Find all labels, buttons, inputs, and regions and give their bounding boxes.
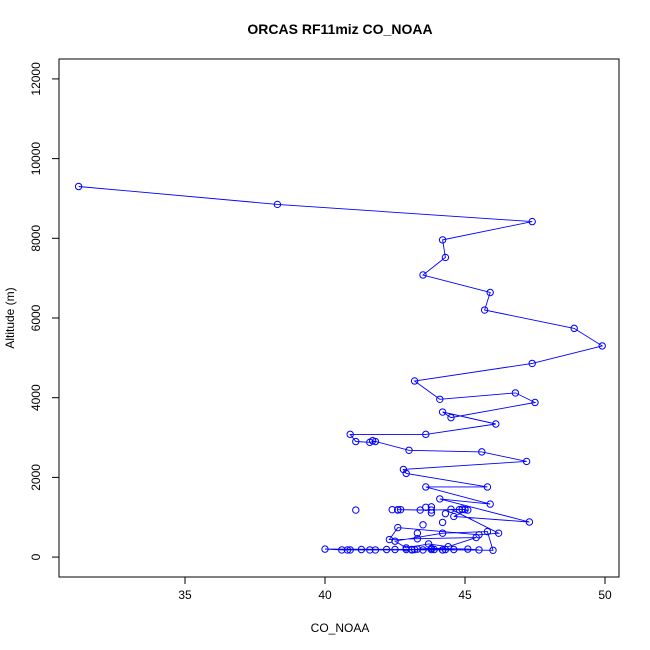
data-point-69 xyxy=(441,545,450,554)
data-point-72 xyxy=(464,545,472,553)
data-point-68 xyxy=(450,545,458,554)
data-point-12 xyxy=(436,395,444,403)
data-point-70 xyxy=(413,545,422,553)
data-point-64 xyxy=(391,545,399,554)
extra-point-5 xyxy=(394,506,402,514)
data-point-3 xyxy=(438,236,447,244)
data-point-8 xyxy=(570,324,578,333)
data-point-42 xyxy=(447,505,455,513)
data-point-28 xyxy=(402,469,410,478)
y-tick-label-0: 0 xyxy=(29,553,43,560)
chart-title: ORCAS RF11miz CO_NOAA xyxy=(247,21,432,37)
data-point-11 xyxy=(410,377,419,385)
extra-point-6 xyxy=(427,503,436,511)
data-point-34 xyxy=(450,512,458,521)
data-point-74 xyxy=(438,546,447,554)
data-point-65 xyxy=(402,545,410,554)
y-tick-label-1: 2000 xyxy=(29,464,43,491)
x-axis: 35 40 45 50 xyxy=(178,577,612,602)
data-point-54 xyxy=(483,527,492,536)
data-point-48 xyxy=(472,533,480,542)
data-point-18 xyxy=(422,430,430,439)
data-point-45 xyxy=(394,523,402,532)
extra-point-0 xyxy=(352,506,360,514)
data-point-6 xyxy=(486,288,494,297)
data-point-15 xyxy=(447,413,455,422)
data-point-52 xyxy=(391,537,399,545)
data-point-47 xyxy=(413,535,422,543)
data-point-20 xyxy=(352,437,360,446)
extra-point-2 xyxy=(458,505,466,513)
data-point-23 xyxy=(368,437,377,445)
data-point-75 xyxy=(430,545,438,554)
x-tick-label-1: 40 xyxy=(318,588,332,602)
data-point-10 xyxy=(528,359,536,368)
data-point-60 xyxy=(346,546,354,554)
data-point-53 xyxy=(438,529,447,537)
data-point-62 xyxy=(382,545,391,554)
data-point-30 xyxy=(422,483,430,491)
y-tick-label-6: 12000 xyxy=(29,62,43,96)
data-point-1 xyxy=(273,200,282,209)
x-tick-label-0: 35 xyxy=(178,588,192,602)
data-point-9 xyxy=(598,342,606,350)
data-point-61 xyxy=(357,545,366,554)
data-point-77 xyxy=(408,546,416,554)
data-point-16 xyxy=(438,408,447,416)
data-point-73 xyxy=(475,546,483,554)
data-point-32 xyxy=(436,495,444,503)
data-point-41 xyxy=(455,505,464,514)
data-point-17 xyxy=(492,420,500,428)
data-point-25 xyxy=(478,448,486,456)
data-point-2 xyxy=(528,217,536,226)
data-point-59 xyxy=(338,546,346,554)
data-point-14 xyxy=(531,398,539,407)
y-axis-label: Altitude (m) xyxy=(3,287,17,348)
data-point-24 xyxy=(405,446,413,454)
x-tick-label-2: 45 xyxy=(458,588,472,602)
data-point-55 xyxy=(489,546,497,555)
data-point-35 xyxy=(464,506,472,514)
data-point-76 xyxy=(410,545,419,554)
data-point-66 xyxy=(419,546,427,554)
y-axis: 0 2000 4000 6000 8000 10000 12000 xyxy=(29,62,59,560)
series-layer xyxy=(74,182,606,555)
data-point-38 xyxy=(396,505,405,514)
data-point-43 xyxy=(494,529,503,537)
data-point-19 xyxy=(346,430,354,439)
extra-point-10 xyxy=(413,529,422,537)
extra-point-1 xyxy=(461,505,469,514)
extra-point-7 xyxy=(441,509,450,518)
y-tick-label-3: 6000 xyxy=(29,304,43,331)
extra-point-9 xyxy=(419,521,427,529)
x-tick-label-3: 50 xyxy=(598,588,612,602)
data-point-26 xyxy=(522,457,531,466)
data-point-13 xyxy=(511,389,520,397)
data-point-78 xyxy=(366,546,374,554)
y-tick-label-4: 8000 xyxy=(29,225,43,252)
data-point-79 xyxy=(343,546,352,554)
data-point-33 xyxy=(525,518,534,526)
data-point-0 xyxy=(74,182,83,191)
extra-point-11 xyxy=(438,518,447,527)
data-point-5 xyxy=(419,271,427,279)
extra-point-3 xyxy=(388,505,396,514)
data-point-63 xyxy=(371,546,380,554)
data-point-58 xyxy=(321,545,329,553)
extra-point-8 xyxy=(422,503,430,511)
data-point-7 xyxy=(480,306,489,314)
y-tick-label-2: 4000 xyxy=(29,384,43,411)
y-tick-label-5: 10000 xyxy=(29,142,43,176)
data-point-31 xyxy=(486,500,494,508)
x-axis-label: CO_NOAA xyxy=(311,621,370,635)
data-point-29 xyxy=(483,483,492,491)
data-point-4 xyxy=(441,253,450,262)
